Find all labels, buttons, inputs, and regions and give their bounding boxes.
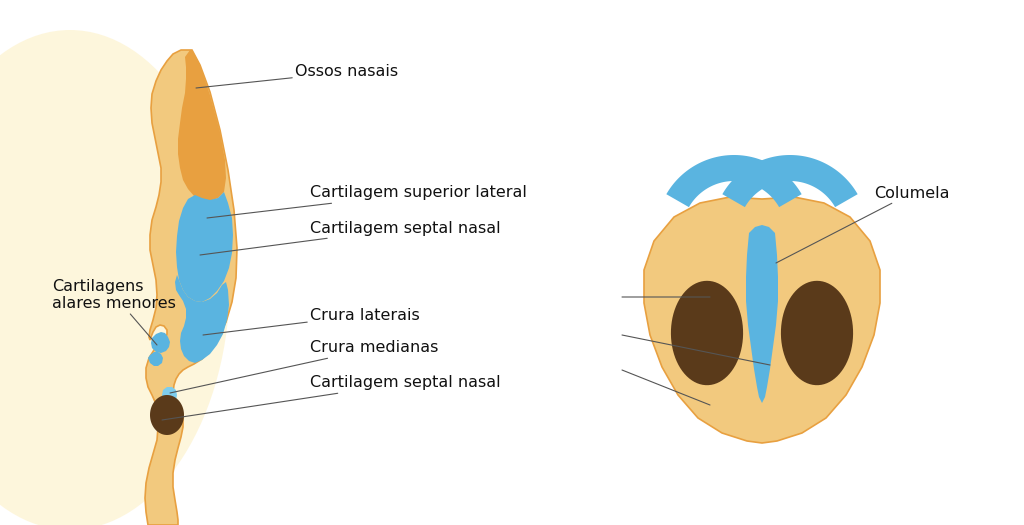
Text: Crura laterais: Crura laterais	[203, 308, 420, 335]
Polygon shape	[162, 387, 177, 404]
Polygon shape	[151, 332, 170, 353]
Text: Cartilagens
alares menores: Cartilagens alares menores	[52, 279, 176, 345]
Text: Columela: Columela	[776, 185, 949, 263]
Ellipse shape	[0, 30, 230, 525]
Polygon shape	[781, 281, 853, 385]
Polygon shape	[722, 155, 858, 207]
Polygon shape	[644, 197, 880, 443]
Polygon shape	[746, 225, 778, 403]
Polygon shape	[176, 192, 233, 302]
Polygon shape	[178, 50, 226, 201]
Text: Cartilagem septal nasal: Cartilagem septal nasal	[200, 220, 501, 255]
Polygon shape	[175, 275, 229, 363]
Text: Cartilagem septal nasal: Cartilagem septal nasal	[162, 375, 501, 420]
Polygon shape	[150, 395, 184, 435]
Text: Crura medianas: Crura medianas	[170, 341, 438, 393]
Polygon shape	[145, 50, 237, 525]
Text: Cartilagem superior lateral: Cartilagem superior lateral	[207, 185, 527, 218]
Polygon shape	[148, 352, 163, 366]
Text: Ossos nasais: Ossos nasais	[196, 65, 398, 88]
Polygon shape	[667, 155, 802, 207]
Polygon shape	[671, 281, 743, 385]
